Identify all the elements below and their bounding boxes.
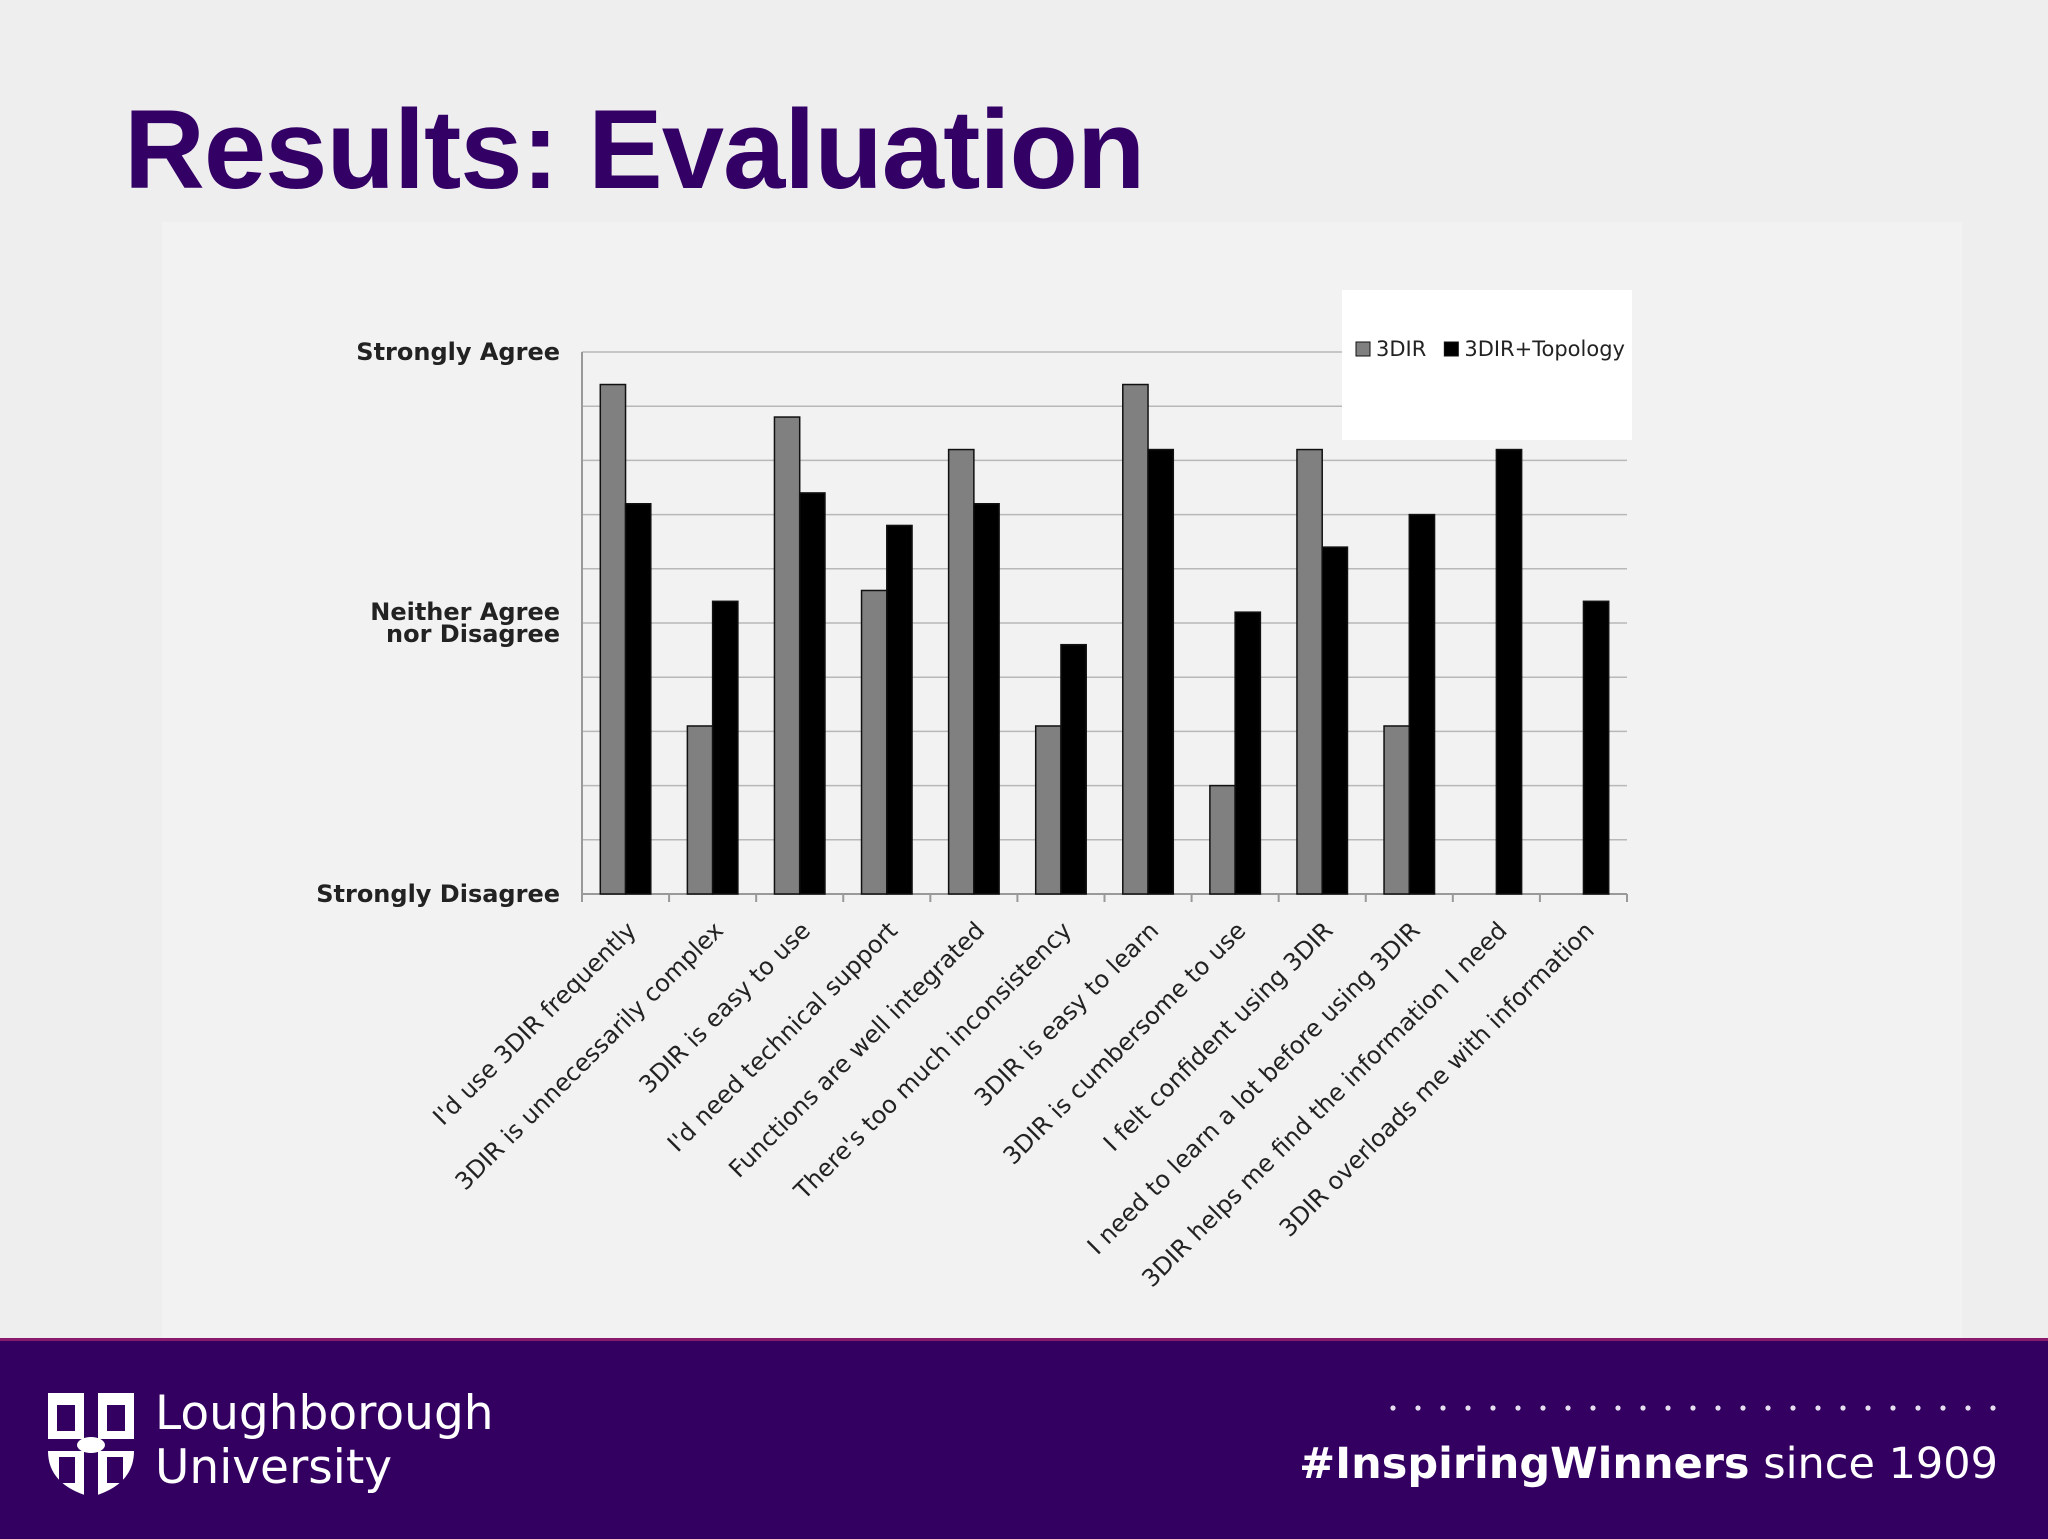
tagline-hashtag: #InspiringWinners	[1299, 1439, 1750, 1489]
divider-dot	[1540, 1405, 1546, 1411]
bar-series-2	[1234, 611, 1262, 895]
bar-series-2	[711, 600, 739, 895]
bar-chart: Strongly Agree Neither Agree nor Disagree S…	[316, 290, 1632, 1293]
slide-title: Results: Evaluation	[124, 87, 1145, 212]
university-name-line2: University	[155, 1440, 393, 1495]
x-tick-label: 3DIR overloads me with information	[1274, 916, 1600, 1242]
bar-series-1	[599, 383, 627, 895]
divider-dot	[1665, 1405, 1671, 1411]
divider-dot	[1990, 1405, 1996, 1411]
divider-dot	[1640, 1405, 1646, 1411]
divider-dot	[1790, 1405, 1796, 1411]
divider-dot	[1690, 1405, 1696, 1411]
bar-series-1	[947, 448, 975, 895]
divider-dot	[1515, 1405, 1521, 1411]
x-tick-label: 3DIR is easy to use	[634, 916, 816, 1098]
y-tick-label: Neither Agree nor Disagree	[370, 598, 560, 648]
divider-dot	[1390, 1405, 1396, 1411]
chart-panel: Strongly Agree Neither Agree nor Disagree S…	[162, 222, 1962, 1342]
divider-dot	[1465, 1405, 1471, 1411]
legend-swatch	[1443, 341, 1459, 357]
divider-dot	[1415, 1405, 1421, 1411]
university-crest-icon	[48, 1393, 134, 1497]
divider-dot	[1565, 1405, 1571, 1411]
divider-dot	[1915, 1405, 1921, 1411]
bar-series-1	[1034, 725, 1062, 895]
bar-series-1	[686, 725, 714, 895]
bar-series-1	[773, 416, 801, 895]
divider-dot	[1940, 1405, 1946, 1411]
y-tick-label: Strongly Disagree	[316, 880, 560, 908]
y-tick-label: Strongly Agree	[356, 338, 560, 366]
divider-dot	[1890, 1405, 1896, 1411]
bar-series-2	[624, 503, 652, 895]
bar-series-2	[1147, 448, 1175, 895]
divider-dot	[1490, 1405, 1496, 1411]
divider-dot	[1765, 1405, 1771, 1411]
tagline-since: since 1909	[1749, 1439, 1998, 1489]
legend-label: 3DIR+Topology	[1464, 337, 1625, 361]
x-tick-label: I need to learn a lot before using 3DIR	[1082, 916, 1426, 1260]
bar-series-1	[1122, 383, 1149, 895]
bar-series-2	[1582, 600, 1610, 895]
bar-series-2	[1060, 643, 1087, 895]
tagline: #InspiringWinners since 1909	[1299, 1439, 1998, 1489]
legend-swatch	[1355, 341, 1371, 357]
bar-series-2	[886, 524, 913, 895]
legend-label: 3DIR	[1376, 337, 1426, 361]
bar-series-1	[1383, 725, 1411, 895]
bar-series-2	[798, 492, 826, 895]
divider-dot	[1740, 1405, 1746, 1411]
bar-series-1	[1296, 448, 1323, 895]
dotted-divider	[1390, 1405, 1996, 1411]
bar-series-1	[860, 589, 888, 895]
bar-series-2	[1321, 546, 1349, 895]
divider-dot	[1440, 1405, 1446, 1411]
legend-box	[1342, 290, 1632, 440]
bar-series-2	[1408, 513, 1436, 895]
divider-dot	[1815, 1405, 1821, 1411]
university-name-line1: Loughborough	[155, 1386, 494, 1441]
bar-series-1	[1209, 784, 1236, 895]
footer-bar: Loughborough University #InspiringWinner…	[0, 1338, 2048, 1539]
divider-dot	[1865, 1405, 1871, 1411]
divider-dot	[1840, 1405, 1846, 1411]
bar-series-2	[1495, 448, 1523, 895]
university-name: Loughborough University	[155, 1387, 494, 1495]
bar-series-2	[973, 503, 1000, 895]
divider-dot	[1590, 1405, 1596, 1411]
divider-dot	[1715, 1405, 1721, 1411]
divider-dot	[1615, 1405, 1621, 1411]
divider-dot	[1965, 1405, 1971, 1411]
